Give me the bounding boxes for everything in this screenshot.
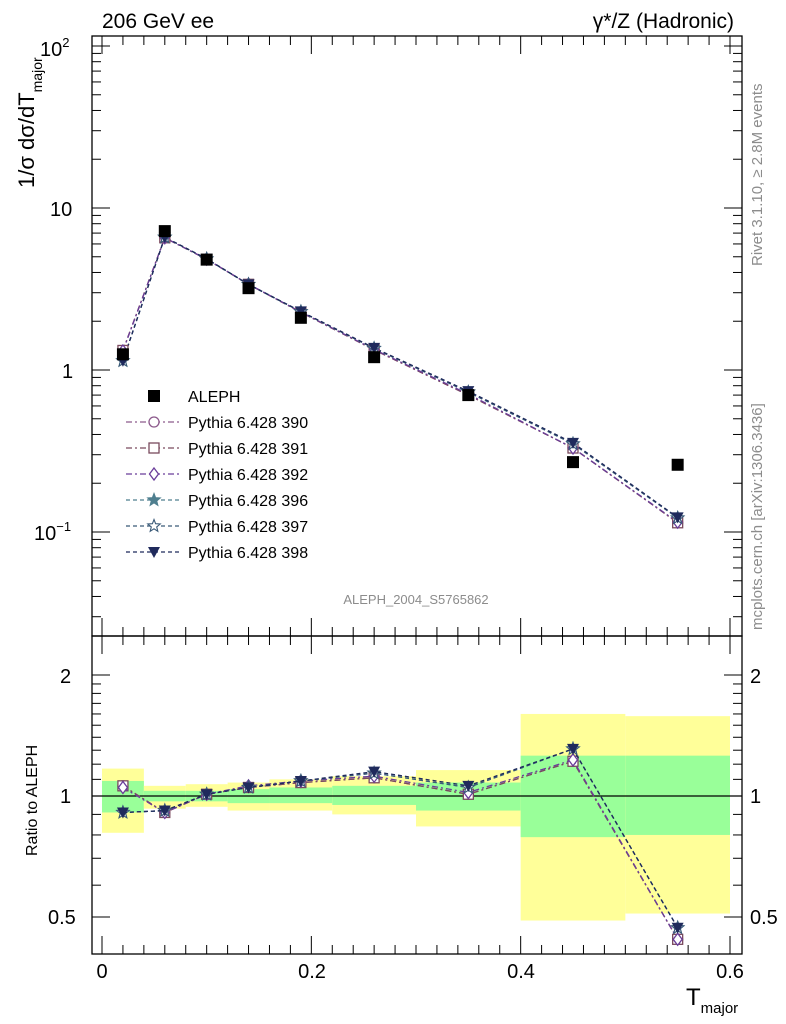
- legend-item: Pythia 6.428 392: [126, 466, 308, 484]
- series-line: [122, 236, 679, 519]
- ratio-point: [117, 780, 129, 795]
- x-tick-label-0: 0: [96, 961, 107, 983]
- ratio-series-pythia-6-428-398: [116, 743, 684, 934]
- legend-label: Pythia 6.428 397: [188, 519, 308, 536]
- ratio-tick-label-1-left: 1: [60, 786, 71, 808]
- ratio-uncertainty-band-inner: [269, 787, 333, 804]
- data-point: [200, 253, 213, 266]
- legend-marker: [148, 416, 160, 428]
- header-process: γ*/Z (Hadronic): [593, 10, 734, 33]
- header-energy: 206 GeV ee: [102, 10, 214, 33]
- legend-marker: [148, 466, 160, 482]
- ratio-point: [567, 743, 579, 755]
- data-point: [368, 351, 381, 364]
- legend-item: Pythia 6.428 390: [126, 415, 308, 432]
- analysis-watermark: ALEPH_2004_S5765862: [343, 592, 488, 607]
- series-line: [122, 236, 679, 518]
- legend-marker: [146, 517, 162, 533]
- legend: ALEPH Pythia 6.428 390 Pythia 6.428 391 Pyt…: [126, 389, 308, 562]
- ratio-tick-label-2-left: 2: [60, 666, 71, 688]
- ratio-panel: [91, 635, 743, 955]
- svg-text:Tmajor: Tmajor: [686, 984, 738, 1017]
- ratio-point: [671, 922, 684, 934]
- main-tick-label-10: 10: [50, 199, 72, 221]
- x-axis-label: Tmajor: [686, 984, 738, 1017]
- series-pythia-6-428-397: [122, 236, 679, 519]
- ratio-point: [200, 789, 213, 801]
- data-point: [158, 225, 171, 238]
- legend-item: Pythia 6.428 391: [126, 441, 308, 458]
- main-panel: [91, 35, 743, 637]
- ratio-point: [368, 766, 381, 778]
- legend-label: Pythia 6.428 396: [188, 493, 308, 510]
- ratio-point: [116, 807, 129, 819]
- data-point: [294, 311, 307, 324]
- legend-label: Pythia 6.428 398: [188, 545, 308, 562]
- ratio-point: [462, 780, 475, 792]
- main-tick-label-0.1: 10−1: [34, 519, 71, 545]
- legend-marker: [148, 390, 160, 402]
- ratio-tick-label-0.5-right: 0.5: [750, 907, 778, 929]
- legend-item: Pythia 6.428 397: [126, 517, 308, 536]
- svg-text:1/σ dσ/dTmajor: 1/σ dσ/dTmajor: [14, 57, 45, 188]
- ratio-tick-label-1-right: 1: [750, 786, 761, 808]
- legend-item: Pythia 6.428 396: [126, 491, 308, 510]
- legend-marker: [148, 442, 160, 454]
- mcplots-label: mcplots.cern.ch [arXiv:1306.3436]: [749, 403, 766, 630]
- legend-label: Pythia 6.428 390: [188, 415, 308, 432]
- x-tick-label-0.4: 0.4: [507, 961, 535, 983]
- x-tick-labels: 0 0.2 0.4 0.6: [96, 961, 743, 983]
- data-point: [368, 342, 381, 354]
- legend-marker: [146, 491, 162, 507]
- data-point: [242, 282, 255, 295]
- legend-label: Pythia 6.428 391: [188, 441, 308, 458]
- legend-label: Pythia 6.428 392: [188, 467, 308, 484]
- ratio-point: [158, 805, 171, 817]
- series-pythia-6-428-398: [122, 236, 679, 518]
- ratio-tick-label-2-right: 2: [750, 666, 761, 688]
- main-tick-label-100: 102: [40, 35, 69, 61]
- data-point: [567, 456, 579, 469]
- main-y-axis-label: 1/σ dσ/dTmajor: [14, 57, 45, 188]
- ratio-point: [672, 932, 683, 947]
- ratio-y-axis-label: Ratio to ALEPH: [24, 745, 41, 856]
- markers-aleph: [116, 225, 684, 471]
- main-y-tick-labels: 102 10 1 10−1: [34, 35, 73, 545]
- legend-marker: [148, 547, 160, 558]
- data-point: [116, 348, 129, 361]
- ratio-uncertainty-band-inner: [625, 755, 730, 835]
- ratio-tick-label-0.5-left: 0.5: [48, 907, 76, 929]
- ratio-point: [242, 782, 255, 794]
- x-tick-label-0.2: 0.2: [298, 961, 326, 983]
- data-point: [567, 437, 579, 449]
- ratio-point: [294, 775, 307, 787]
- data-point: [462, 389, 475, 402]
- data-point: [671, 458, 684, 471]
- ratio-uncertainty-band-inner: [332, 785, 416, 805]
- x-tick-label-0.6: 0.6: [716, 961, 744, 983]
- rivet-label: Rivet 3.1.10, ≥ 2.8M events: [749, 84, 766, 267]
- legend-item: Pythia 6.428 398: [126, 545, 308, 562]
- ratio-y-tick-labels: 2 1 0.5 2 1 0.5: [48, 666, 778, 929]
- data-point: [671, 512, 684, 524]
- legend-label: ALEPH: [188, 389, 240, 406]
- ratio-point: [567, 752, 579, 767]
- legend-item: ALEPH: [148, 389, 240, 406]
- main-tick-label-1: 1: [62, 361, 73, 383]
